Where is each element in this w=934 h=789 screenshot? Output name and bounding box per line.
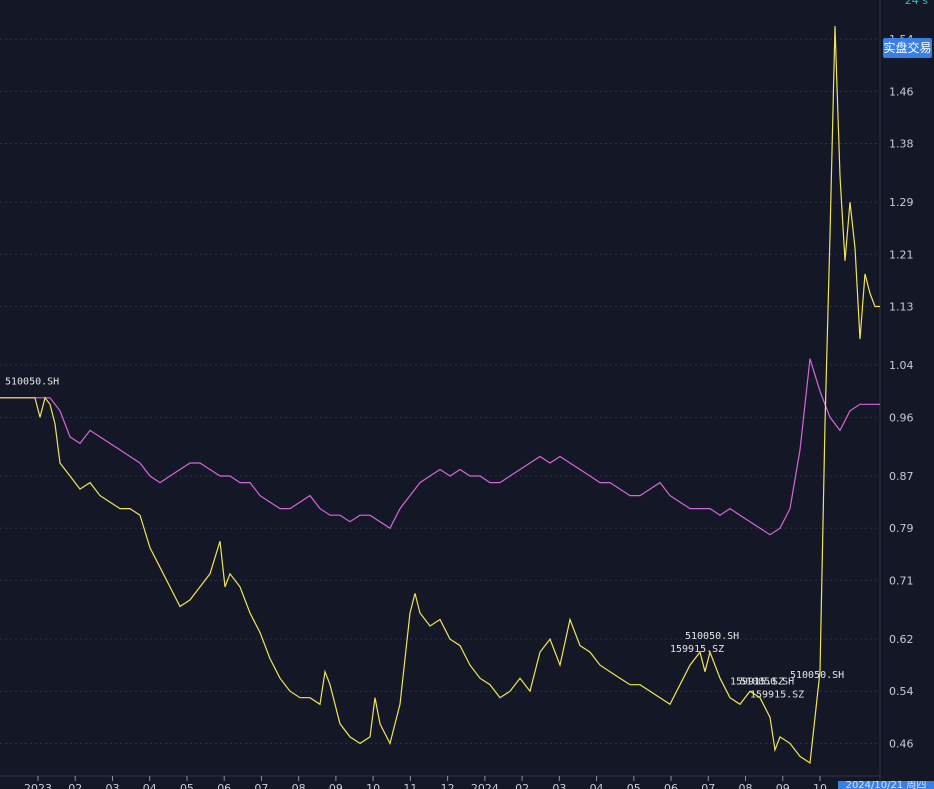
x-tick-label: 2023 (24, 782, 52, 789)
y-tick-label: 1.04 (889, 359, 914, 372)
date-badge: 2024/10/21 周四 (838, 781, 934, 789)
y-tick-label: 0.96 (889, 411, 914, 424)
x-tick-label: 02 (68, 782, 82, 789)
series-line-1[interactable] (0, 26, 880, 765)
x-tick-label: 2024 (471, 782, 499, 789)
x-tick-label: 09 (776, 782, 790, 789)
y-tick-label: 0.79 (889, 522, 914, 535)
x-tick-label: 05 (180, 782, 194, 789)
x-tick-label: 07 (254, 782, 268, 789)
series-annotation: 510050.SH (790, 670, 844, 681)
x-tick-label: 09 (329, 782, 343, 789)
y-tick-label: 0.87 (889, 470, 914, 483)
y-tick-label: 0.71 (889, 574, 914, 587)
live-trading-button[interactable]: 实盘交易 (883, 38, 932, 58)
y-tick-label: 0.54 (889, 685, 914, 698)
series-line-0[interactable] (0, 358, 880, 536)
series-annotation: 510050.SH (740, 677, 794, 688)
grid-lines (0, 38, 880, 744)
x-tick-label: 04 (590, 782, 604, 789)
series-annotation: 159915.SZ (750, 690, 804, 701)
x-tick-label: 04 (143, 782, 157, 789)
x-tick-label: 08 (292, 782, 306, 789)
x-tick-label: 05 (627, 782, 641, 789)
x-tick-label: 07 (701, 782, 715, 789)
series-annotation: 159915.SZ (670, 644, 724, 655)
x-tick-label: 11 (403, 782, 417, 789)
x-tick-label: 10 (366, 782, 380, 789)
series-annotation: 510050.SH (5, 377, 59, 388)
y-tick-label: 1.38 (889, 137, 914, 150)
x-axis: 2023 02 03 04 05 06 07 08 09 10 11 12 2024 02 03 04 05 06… (0, 775, 880, 789)
y-tick-label: 0.62 (889, 633, 914, 646)
y-tick-label: 1.46 (889, 85, 914, 98)
y-tick-label: 1.13 (889, 300, 914, 313)
x-tick-label: 06 (664, 782, 678, 789)
y-tick-label: 1.29 (889, 196, 914, 209)
x-tick-label: 12 (441, 782, 455, 789)
x-tick-label: 03 (105, 782, 119, 789)
series-annotation: 159915.SZ (730, 677, 784, 688)
top-indicator: 24 s (904, 0, 928, 7)
x-tick-label: 02 (515, 782, 529, 789)
series-annotation: 510050.SH (685, 631, 739, 642)
annotations: 510050.SH510050.SH159915.SZ159915.SZ1599… (5, 377, 844, 701)
y-axis: 0.46 0.54 0.62 0.71 0.79 0.87 0.96 1.04 1.13 1.21… (889, 33, 914, 750)
x-tick-label: 10 (813, 782, 827, 789)
y-tick-label: 1.21 (889, 248, 914, 261)
y-tick-label: 0.46 (889, 737, 914, 750)
x-tick-label: 03 (552, 782, 566, 789)
x-tick-label: 06 (217, 782, 231, 789)
x-tick-label: 08 (739, 782, 753, 789)
